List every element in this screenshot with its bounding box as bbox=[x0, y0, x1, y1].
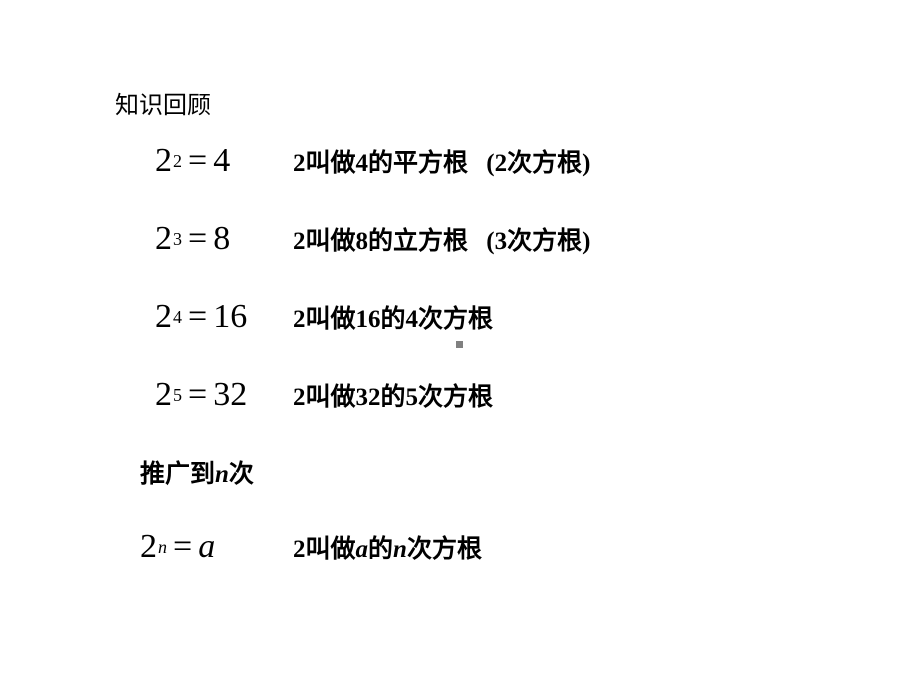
eq-exponent: 2 bbox=[173, 151, 182, 172]
equation-row: 25 = 32 2叫做32的5次方根 bbox=[115, 376, 590, 414]
subhead-pre: 推广到 bbox=[140, 461, 215, 488]
generalization-heading: 推广到n次 bbox=[115, 454, 590, 490]
eq-exponent: 5 bbox=[173, 385, 182, 406]
equation-description: 2叫做4的平方根 (2次方根) bbox=[293, 143, 590, 179]
paren-group: (2次方根) bbox=[486, 150, 590, 177]
eq-rhs: 4 bbox=[213, 142, 230, 180]
eq-rhs: a bbox=[198, 528, 215, 566]
center-dot-icon bbox=[456, 341, 463, 348]
desc-text: 2叫做32的 bbox=[293, 384, 406, 411]
eq-exponent: n bbox=[158, 537, 167, 558]
equals-sign: = bbox=[173, 528, 192, 566]
desc-num: 4 bbox=[406, 306, 419, 333]
equation-description: 2叫做32的5次方根 bbox=[293, 377, 493, 413]
equals-sign: = bbox=[188, 298, 207, 336]
eq-base: 2 bbox=[155, 376, 172, 414]
eq-rhs: 32 bbox=[213, 376, 247, 414]
desc-text: 2叫做16的 bbox=[293, 306, 406, 333]
equation-description: 2叫做a的n次方根 bbox=[293, 529, 482, 565]
equation-row: 24 = 16 2叫做16的4次方根 bbox=[115, 298, 590, 336]
eq-rhs: 8 bbox=[213, 220, 230, 258]
desc-suffix: 次方根 bbox=[418, 384, 493, 411]
eq-exponent: 4 bbox=[173, 307, 182, 328]
desc-num: 5 bbox=[406, 384, 419, 411]
desc-suf: 次方根 bbox=[407, 536, 482, 563]
subhead-suf: 次 bbox=[229, 461, 254, 488]
eq-rhs: 16 bbox=[213, 298, 247, 336]
eq-base: 2 bbox=[140, 528, 157, 566]
equation: 25 = 32 bbox=[115, 376, 293, 414]
desc-var-a: a bbox=[356, 536, 369, 563]
paren-suffix: 次方根) bbox=[507, 228, 590, 255]
desc-mid: 的 bbox=[368, 536, 393, 563]
equation-row: 2n = a 2叫做a的n次方根 bbox=[115, 528, 590, 566]
slide-content: 知识回顾 22 = 4 2叫做4的平方根 (2次方根) 23 = 8 2叫做8的… bbox=[115, 85, 590, 606]
eq-base: 2 bbox=[155, 220, 172, 258]
equation-row: 22 = 4 2叫做4的平方根 (2次方根) bbox=[115, 142, 590, 180]
equation-description: 2叫做8的立方根 (3次方根) bbox=[293, 221, 590, 257]
desc-pre: 2叫做 bbox=[293, 536, 356, 563]
equals-sign: = bbox=[188, 220, 207, 258]
subhead-var: n bbox=[215, 461, 229, 488]
section-heading: 知识回顾 bbox=[115, 85, 590, 120]
eq-base: 2 bbox=[155, 298, 172, 336]
equation: 22 = 4 bbox=[115, 142, 293, 180]
paren-suffix: 次方根) bbox=[507, 150, 590, 177]
paren-group: (3次方根) bbox=[486, 228, 590, 255]
equals-sign: = bbox=[188, 376, 207, 414]
equation-description: 2叫做16的4次方根 bbox=[293, 299, 493, 335]
eq-exponent: 3 bbox=[173, 229, 182, 250]
desc-var-n: n bbox=[393, 536, 407, 563]
paren-num: 3 bbox=[495, 228, 508, 255]
equation: 2n = a bbox=[115, 528, 293, 566]
equation: 24 = 16 bbox=[115, 298, 293, 336]
eq-base: 2 bbox=[155, 142, 172, 180]
equation-row: 23 = 8 2叫做8的立方根 (3次方根) bbox=[115, 220, 590, 258]
paren-num: 2 bbox=[495, 150, 508, 177]
desc-text: 2叫做4的平方根 bbox=[293, 150, 468, 177]
desc-suffix: 次方根 bbox=[418, 306, 493, 333]
equals-sign: = bbox=[188, 142, 207, 180]
desc-text: 2叫做8的立方根 bbox=[293, 228, 468, 255]
equation: 23 = 8 bbox=[115, 220, 293, 258]
